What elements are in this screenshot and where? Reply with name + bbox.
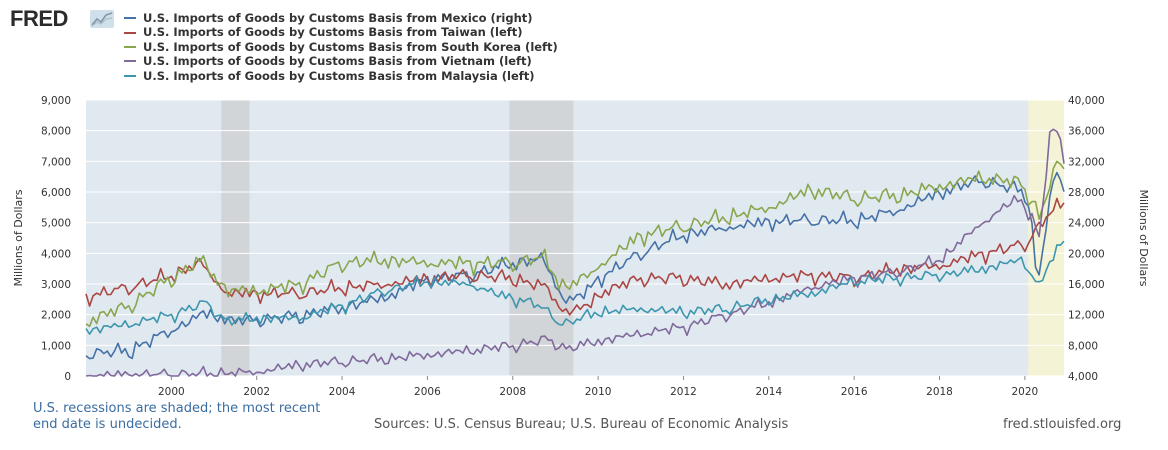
right-tick-label: 16,000	[1068, 279, 1105, 291]
right-tick-label: 40,000	[1068, 95, 1105, 107]
x-tick-label: 2012	[670, 386, 697, 398]
legend-swatch	[124, 17, 136, 20]
recession-band	[509, 100, 574, 376]
x-tick-label: 2002	[243, 386, 270, 398]
right-axis-title: Millions of Dollars	[1137, 189, 1150, 286]
legend-item[interactable]: U.S. Imports of Goods by Customs Basis f…	[124, 69, 558, 83]
recession-band	[221, 100, 250, 376]
legend-swatch	[124, 45, 136, 48]
fred-logo[interactable]: FRED	[10, 6, 68, 31]
left-axis-title: Millions of Dollars	[12, 189, 25, 286]
x-tick-label: 2008	[499, 386, 526, 398]
line-chart-icon	[90, 10, 114, 28]
legend-label: U.S. Imports of Goods by Customs Basis f…	[143, 68, 535, 83]
legend-item[interactable]: U.S. Imports of Goods by Customs Basis f…	[124, 25, 558, 39]
x-tick-label: 2016	[841, 386, 868, 398]
legend-label: U.S. Imports of Goods by Customs Basis f…	[143, 11, 533, 25]
left-tick-label: 0	[64, 371, 71, 383]
x-tick-label: 2004	[329, 386, 356, 398]
x-tick-label: 2006	[414, 386, 441, 398]
left-tick-label: 6,000	[41, 187, 71, 199]
legend-swatch	[124, 74, 136, 77]
recession-band	[1028, 100, 1064, 376]
legend-item[interactable]: U.S. Imports of Goods by Customs Basis f…	[124, 54, 558, 68]
x-tick-label: 2000	[158, 386, 185, 398]
right-tick-label: 12,000	[1068, 310, 1105, 322]
legend-label: U.S. Imports of Goods by Customs Basis f…	[143, 39, 558, 54]
right-tick-label: 36,000	[1068, 126, 1105, 138]
right-tick-label: 24,000	[1068, 218, 1105, 230]
line-chart[interactable]: 0 1,000 2,000 3,000 4,000 5,000 6,000 7,000 8,00…	[0, 0, 1168, 400]
left-tick-label: 2,000	[41, 310, 71, 322]
series-line-1[interactable]	[85, 171, 1065, 360]
left-tick-label: 5,000	[41, 218, 71, 230]
x-tick-label: 2018	[926, 386, 953, 398]
x-tick-label: 2014	[755, 386, 782, 398]
site-link[interactable]: fred.stlouisfed.org	[1003, 417, 1122, 432]
x-tick-label: 2010	[585, 386, 612, 398]
right-tick-label: 32,000	[1068, 156, 1105, 168]
left-tick-label: 9,000	[41, 95, 71, 107]
left-tick-label: 3,000	[41, 279, 71, 291]
legend-swatch	[124, 60, 136, 63]
sources-text: Sources: U.S. Census Bureau; U.S. Bureau…	[374, 417, 789, 432]
chart-legend: U.S. Imports of Goods by Customs Basis f…	[124, 11, 558, 83]
legend-swatch	[124, 31, 136, 34]
legend-label: U.S. Imports of Goods by Customs Basis f…	[143, 25, 523, 40]
legend-item[interactable]: U.S. Imports of Goods by Customs Basis f…	[124, 11, 558, 25]
series-line-4[interactable]	[85, 128, 1065, 377]
left-tick-label: 8,000	[41, 126, 71, 138]
recession-note: U.S. recessions are shaded; the most rec…	[33, 401, 321, 432]
right-tick-label: 8,000	[1068, 340, 1098, 352]
right-tick-label: 20,000	[1068, 248, 1105, 260]
x-tick-label: 2020	[1011, 386, 1038, 398]
right-tick-label: 28,000	[1068, 187, 1105, 199]
series-line-3[interactable]	[85, 160, 1065, 328]
left-tick-label: 7,000	[41, 156, 71, 168]
right-tick-label: 4,000	[1068, 371, 1098, 383]
legend-label: U.S. Imports of Goods by Customs Basis f…	[143, 54, 532, 69]
left-tick-label: 1,000	[41, 340, 71, 352]
series-line-5[interactable]	[85, 240, 1065, 335]
legend-item[interactable]: U.S. Imports of Goods by Customs Basis f…	[124, 40, 558, 54]
left-tick-label: 4,000	[41, 248, 71, 260]
